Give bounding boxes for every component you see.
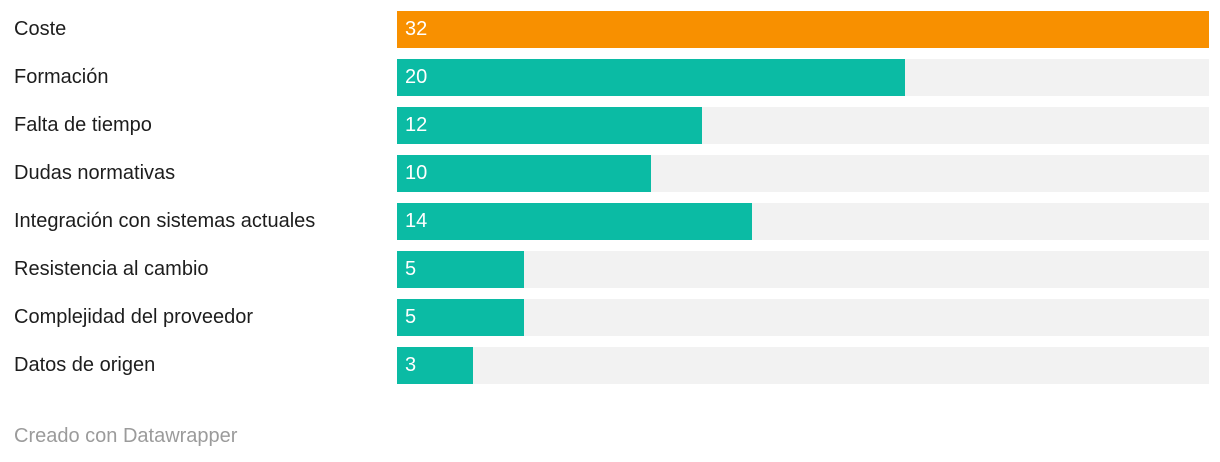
bar-track: 3 xyxy=(397,347,1209,384)
category-label: Datos de origen xyxy=(14,354,156,376)
bar: 20 xyxy=(397,59,905,96)
bar-row: Datos de origen 3 xyxy=(0,347,1220,384)
bar-value-label: 10 xyxy=(405,162,428,184)
bar-track: 20 xyxy=(397,59,1209,96)
bar-track: 5 xyxy=(397,251,1209,288)
bar-track: 12 xyxy=(397,107,1209,144)
bar-value-label: 5 xyxy=(405,258,417,280)
bar: 10 xyxy=(397,155,651,192)
bar-track: 32 xyxy=(397,11,1209,48)
bar-chart-rows: Coste 32 Formación 20 Falta de tiempo 12 Dudas… xyxy=(0,11,1220,384)
category-label: Integración con sistemas actuales xyxy=(14,210,316,232)
bar-track: 14 xyxy=(397,203,1209,240)
bar-row: Integración con sistemas actuales 14 xyxy=(0,203,1220,240)
category-label: Falta de tiempo xyxy=(14,114,152,136)
bar-value-label: 5 xyxy=(405,306,417,328)
category-label: Dudas normativas xyxy=(14,162,176,184)
bar-value-label: 12 xyxy=(405,114,428,136)
bar: 3 xyxy=(397,347,474,384)
bar-track: 10 xyxy=(397,155,1209,192)
bar: 5 xyxy=(397,251,524,288)
bar-row: Coste 32 xyxy=(0,11,1220,48)
category-label: Formación xyxy=(14,66,109,88)
bar: 32 xyxy=(397,11,1209,48)
bar: 12 xyxy=(397,107,702,144)
bar-row: Falta de tiempo 12 xyxy=(0,107,1220,144)
datawrapper-credit: Creado con Datawrapper xyxy=(14,425,238,447)
bar-value-label: 14 xyxy=(405,210,428,232)
bar-value-label: 20 xyxy=(405,66,428,88)
category-label: Complejidad del proveedor xyxy=(14,306,254,328)
bar-value-label: 32 xyxy=(405,18,428,40)
bar-row: Resistencia al cambio 5 xyxy=(0,251,1220,288)
bar: 5 xyxy=(397,299,524,336)
bar-value-label: 3 xyxy=(405,354,417,376)
category-label: Resistencia al cambio xyxy=(14,258,209,280)
bar: 14 xyxy=(397,203,753,240)
bar-track: 5 xyxy=(397,299,1209,336)
bar-row: Complejidad del proveedor 5 xyxy=(0,299,1220,336)
bar-row: Formación 20 xyxy=(0,59,1220,96)
category-label: Coste xyxy=(14,18,67,40)
bar-row: Dudas normativas 10 xyxy=(0,155,1220,192)
